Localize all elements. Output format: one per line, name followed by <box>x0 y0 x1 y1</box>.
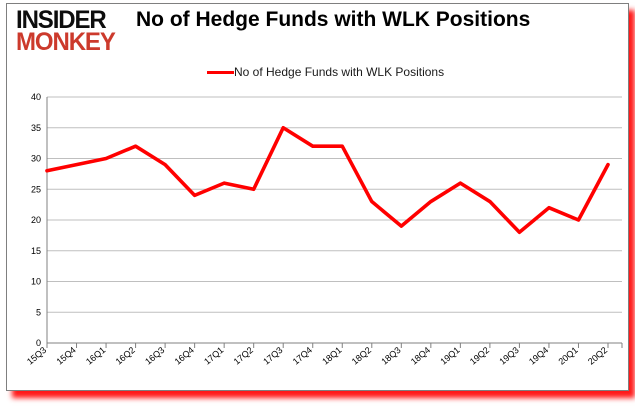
svg-text:18Q1: 18Q1 <box>320 345 343 367</box>
svg-text:17Q3: 17Q3 <box>261 345 284 367</box>
svg-text:16Q2: 16Q2 <box>114 345 137 367</box>
svg-text:10: 10 <box>31 277 41 287</box>
svg-text:20: 20 <box>31 215 41 225</box>
svg-text:18Q4: 18Q4 <box>409 345 432 367</box>
svg-text:17Q2: 17Q2 <box>232 345 255 367</box>
svg-text:16Q1: 16Q1 <box>84 345 107 367</box>
svg-text:15Q4: 15Q4 <box>55 345 78 367</box>
svg-text:5: 5 <box>36 307 41 317</box>
svg-text:18Q2: 18Q2 <box>350 345 373 367</box>
svg-text:17Q4: 17Q4 <box>291 345 314 367</box>
svg-text:20Q1: 20Q1 <box>556 345 579 367</box>
svg-text:18Q3: 18Q3 <box>379 345 402 367</box>
svg-text:30: 30 <box>31 154 41 164</box>
svg-text:15: 15 <box>31 246 41 256</box>
svg-text:19Q1: 19Q1 <box>438 345 461 367</box>
svg-text:19Q2: 19Q2 <box>468 345 491 367</box>
svg-text:16Q3: 16Q3 <box>143 345 166 367</box>
svg-text:19Q4: 19Q4 <box>527 345 550 367</box>
svg-text:15Q3: 15Q3 <box>25 345 48 367</box>
svg-text:20Q2: 20Q2 <box>586 345 609 367</box>
svg-text:16Q4: 16Q4 <box>173 345 196 367</box>
svg-text:35: 35 <box>31 123 41 133</box>
svg-text:40: 40 <box>31 92 41 102</box>
svg-text:25: 25 <box>31 184 41 194</box>
svg-text:17Q1: 17Q1 <box>202 345 225 367</box>
svg-text:0: 0 <box>36 338 41 348</box>
svg-text:19Q3: 19Q3 <box>497 345 520 367</box>
